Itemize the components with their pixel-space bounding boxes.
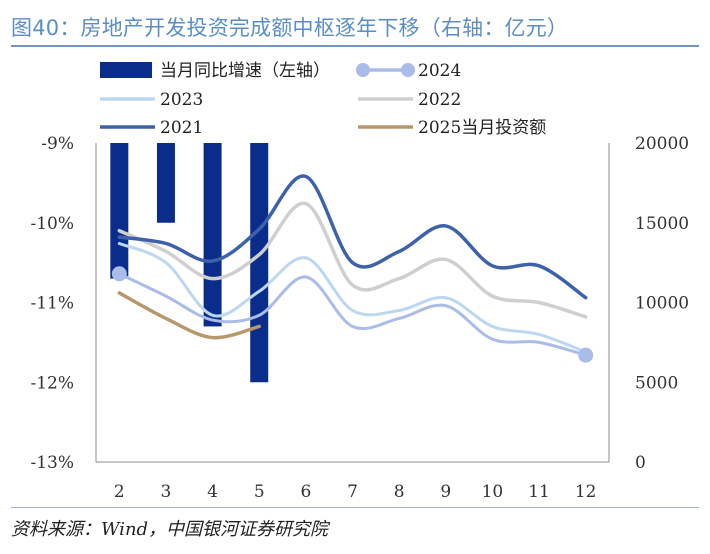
x-tick-label: 2: [114, 482, 125, 502]
bar: [110, 143, 129, 279]
y-right-tick-label: 15000: [635, 214, 689, 234]
x-tick-label: 4: [207, 482, 218, 502]
bar: [203, 143, 222, 327]
y-left-tick-label: -13%: [30, 453, 74, 473]
y-left-tick-label: -10%: [30, 214, 74, 234]
bar: [250, 143, 269, 383]
line-series-2022: [117, 201, 588, 319]
line-series-2023: [117, 241, 588, 354]
axes: -9% -10% -11% -12% -13% 20000 15000 10000 5000 0 2…: [30, 134, 689, 502]
line-marker-2024: [111, 266, 127, 282]
line-marker-2024: [578, 347, 594, 363]
legend: 当月同比增速（左轴） 2024 2023 2022 2021 2025当月投资额: [100, 61, 546, 138]
legend-label: 2022: [418, 90, 461, 110]
legend-label: 2024: [418, 61, 461, 81]
y-left-tick-label: -9%: [41, 134, 74, 154]
line-series-2021: [117, 174, 588, 300]
y-left-tick-label: -12%: [30, 373, 74, 393]
y-right-tick-label: 10000: [635, 294, 689, 314]
x-tick-label: 12: [575, 482, 597, 502]
legend-swatch-marker: [356, 63, 370, 77]
x-tick-label: 10: [482, 482, 504, 502]
y-right-tick-label: 5000: [635, 373, 678, 393]
title-rule: [11, 45, 699, 47]
bar-series: [110, 143, 269, 383]
x-tick-label: 9: [440, 482, 451, 502]
legend-swatch-marker: [401, 63, 415, 77]
y-left-tick-label: -11%: [30, 294, 74, 314]
bottom-rule: [11, 507, 699, 508]
y-right-tick-label: 0: [635, 453, 646, 473]
line-series: [117, 174, 588, 357]
x-tick-label: 11: [528, 482, 550, 502]
x-tick-label: 3: [161, 482, 172, 502]
x-tick-label: 8: [394, 482, 405, 502]
figure-title: 图40：房地产开发投资完成额中枢逐年下移（右轴：亿元）: [11, 16, 569, 40]
x-tick-label: 7: [347, 482, 358, 502]
line-series-2024: [117, 272, 588, 357]
line-series-2025: [117, 291, 261, 340]
figure-source: 资料来源：Wind，中国银河证券研究院: [11, 519, 329, 540]
x-tick-label: 6: [300, 482, 311, 502]
legend-label: 2021: [160, 118, 203, 138]
line-markers: [111, 266, 594, 363]
legend-swatch-bar: [100, 62, 152, 78]
bar: [156, 143, 175, 223]
legend-label: 2025当月投资额: [418, 118, 546, 138]
legend-label: 当月同比增速（左轴）: [160, 61, 330, 81]
x-tick-label: 5: [254, 482, 265, 502]
legend-label: 2023: [160, 90, 203, 110]
y-right-tick-label: 20000: [635, 134, 689, 154]
